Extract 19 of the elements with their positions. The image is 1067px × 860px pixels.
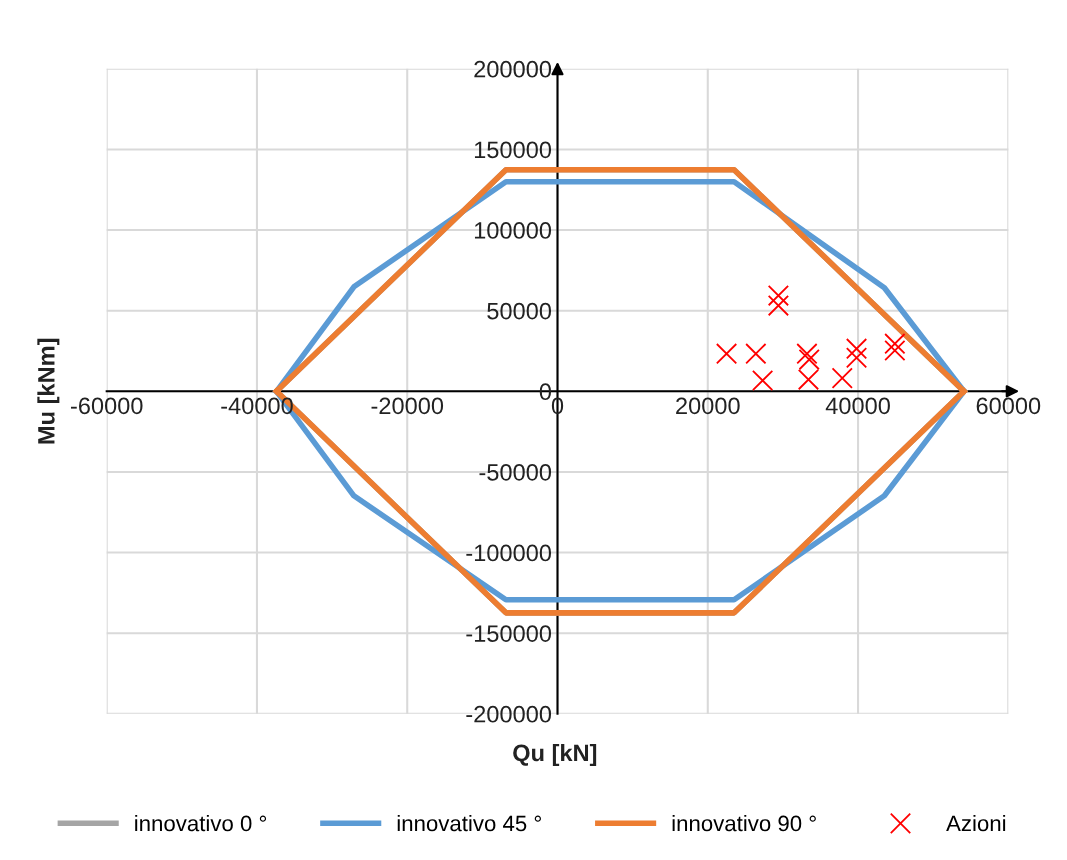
y-tick-label: -50000 [479, 463, 552, 481]
legend-label: innovativo 90 ° [672, 814, 816, 832]
y-tick-label: -100000 [466, 544, 552, 562]
x-tick-label: 60000 [976, 397, 1041, 415]
y-tick-label: 100000 [474, 222, 552, 239]
y-tick-label: 50000 [487, 302, 552, 320]
x-tick-label: -60000 [70, 397, 143, 415]
y-tick-label: 150000 [474, 141, 552, 159]
legend-label: innovativo 0 ° [135, 814, 267, 832]
legend-label: innovativo 45 ° [397, 814, 541, 832]
legend-label: Azioni [946, 814, 1006, 832]
x-axis-title: Qu [kN] [513, 743, 597, 766]
x-tick-label: 20000 [676, 397, 740, 415]
y-tick-label: 200000 [474, 60, 552, 78]
x-tick-label: 40000 [825, 397, 890, 415]
y-tick-label: -150000 [466, 625, 552, 642]
x-tick-label: -20000 [371, 397, 444, 415]
y-axis-title: Mu [kNm] [37, 338, 60, 444]
y-tick-label: -200000 [466, 705, 552, 723]
